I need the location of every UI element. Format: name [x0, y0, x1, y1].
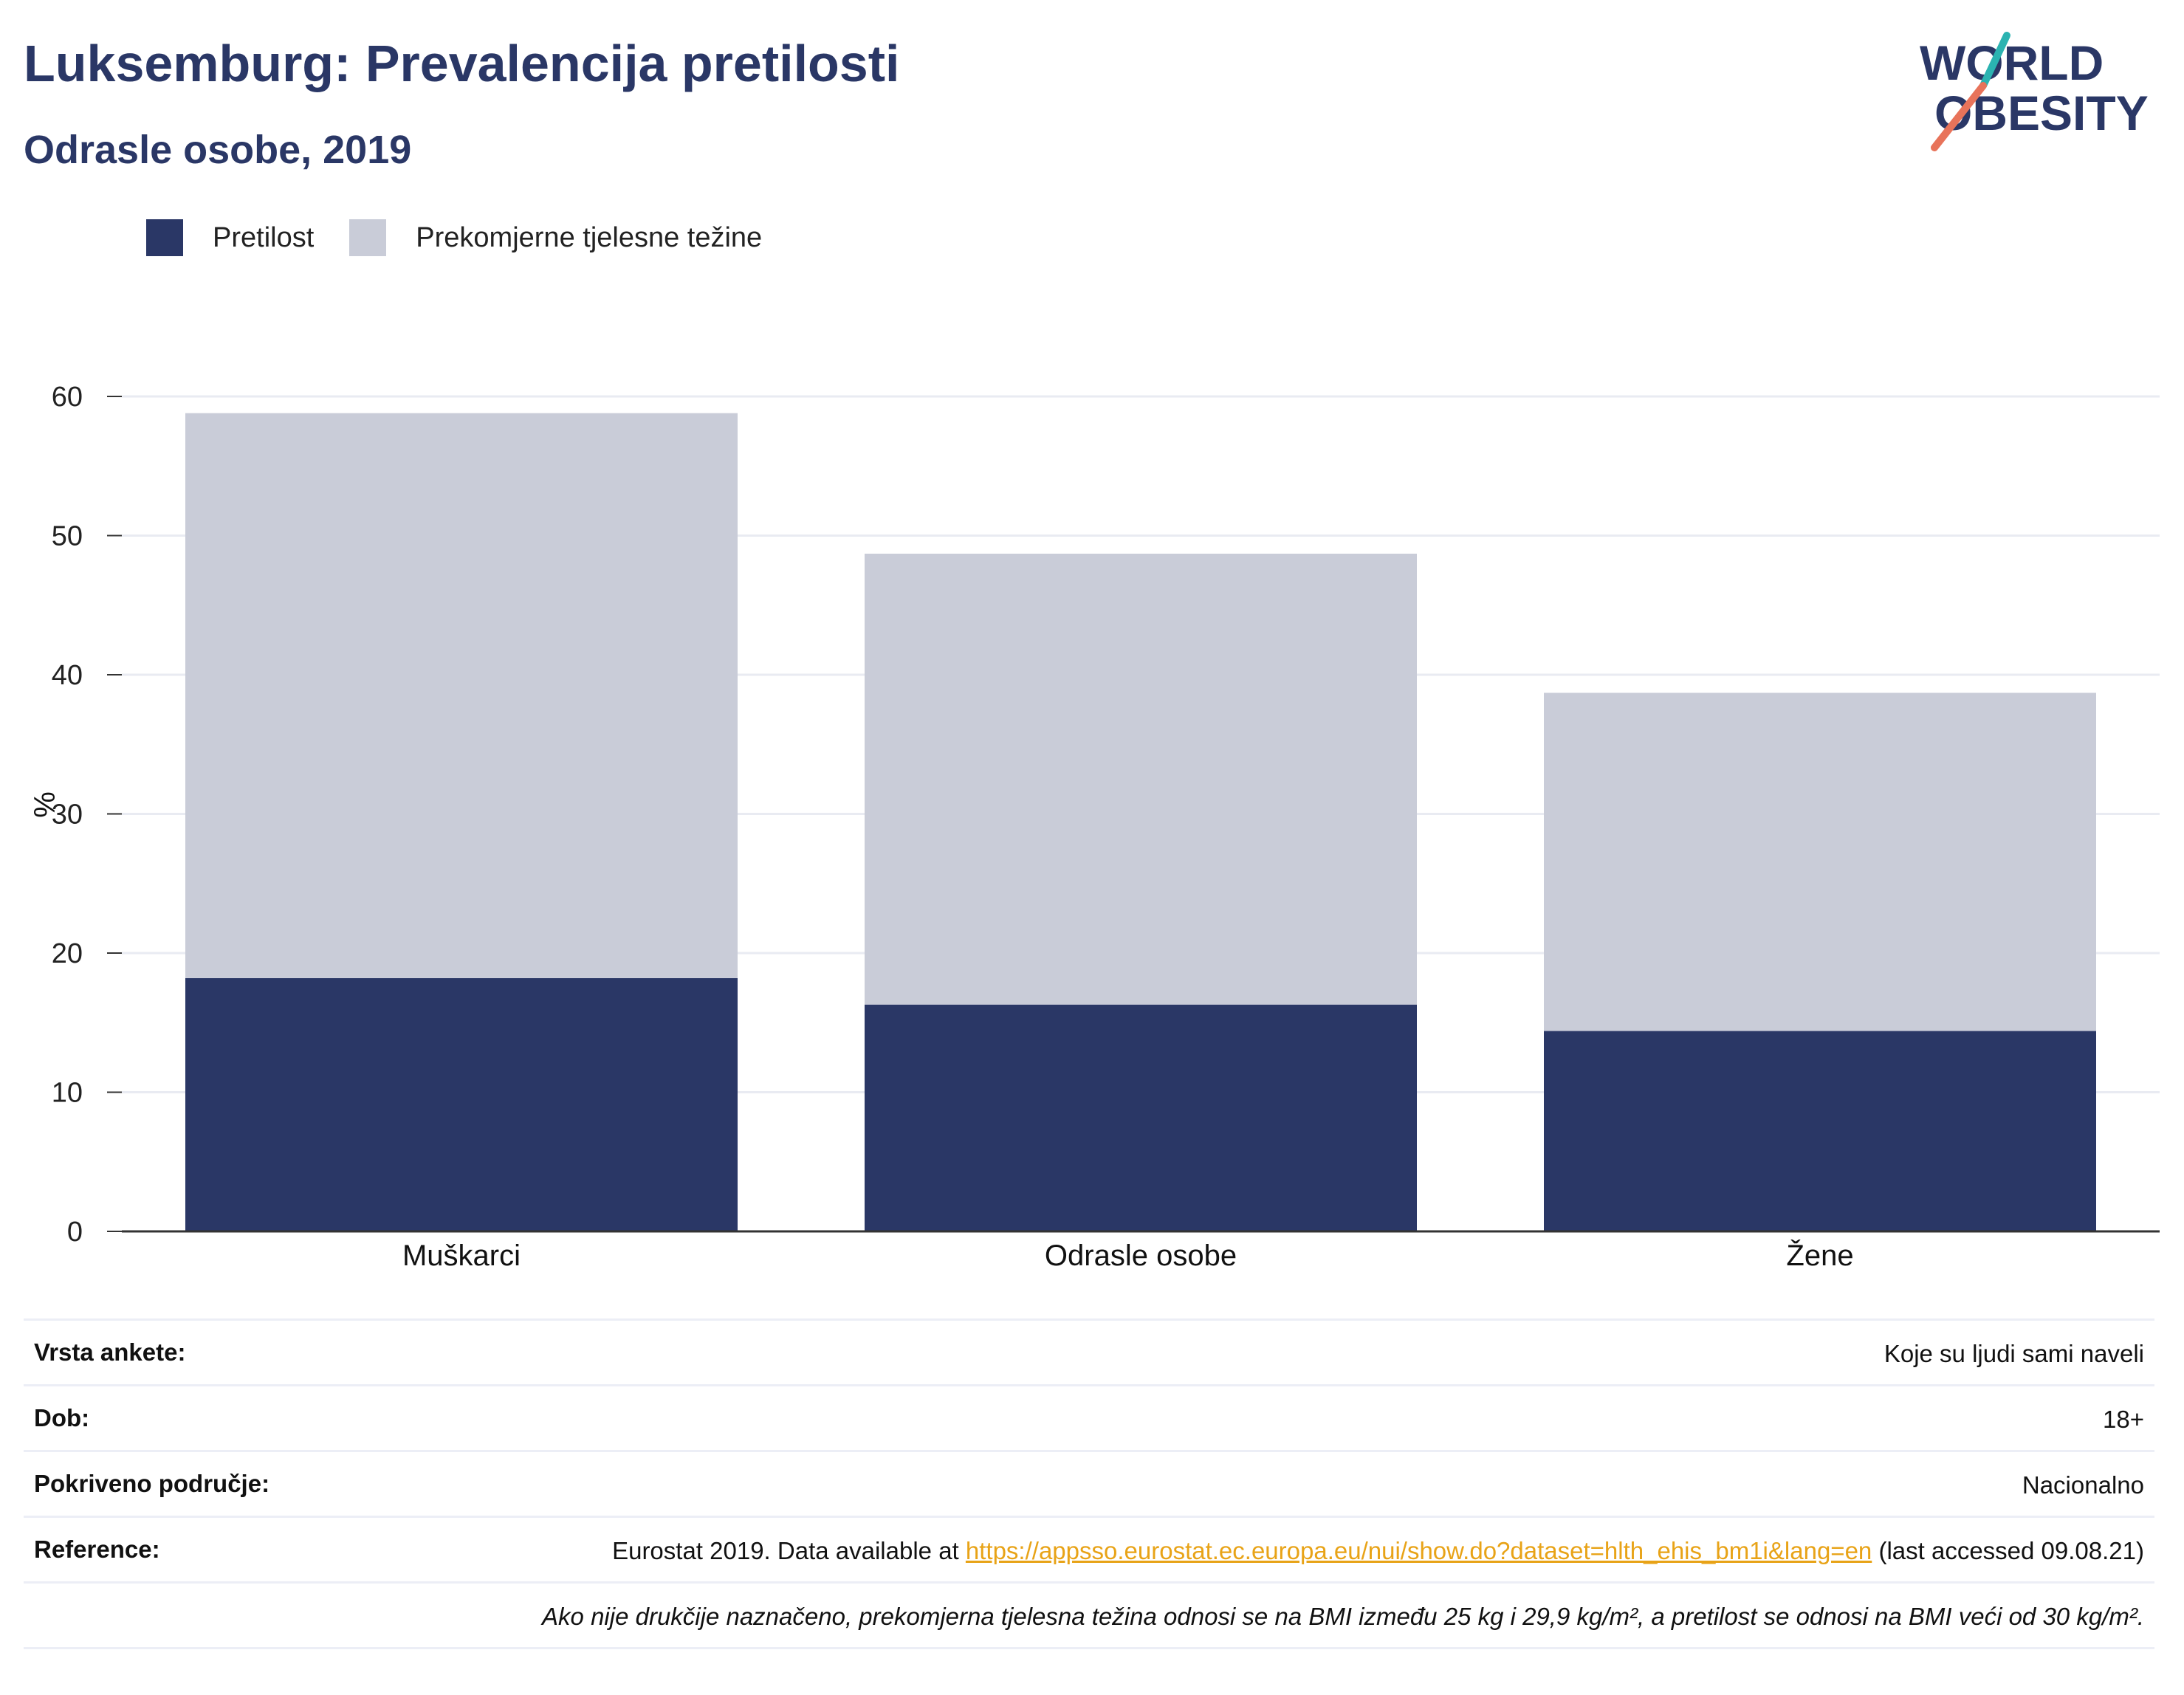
- reference-suffix: (last accessed 09.08.21): [1872, 1537, 2144, 1564]
- info-row-reference: Reference: Eurostat 2019. Data available…: [24, 1516, 2154, 1581]
- info-row-survey: Vrsta ankete: Koje su ljudi sami naveli: [24, 1318, 2154, 1384]
- bar-chart: 0 10 20 30 40 50 60 Muškarci Odrasle osobe Žene: [52, 382, 2160, 1272]
- y-tick-label: 20: [52, 938, 83, 969]
- y-tick-label: 50: [52, 521, 83, 552]
- y-tick-label: 60: [52, 382, 83, 413]
- legend-label-overweight: Prekomjerne tjelesne težine: [416, 221, 763, 253]
- bar-obesity[interactable]: [1544, 1031, 2096, 1231]
- legend-swatch-obesity: [146, 219, 183, 256]
- legend-label-obesity: Pretilost: [213, 221, 315, 253]
- logo-line-2: OBESITY: [1934, 86, 2149, 140]
- bar-overweight[interactable]: [185, 413, 738, 978]
- legend-swatch-overweight: [349, 219, 387, 256]
- bar-overweight[interactable]: [865, 554, 1417, 1005]
- coverage-value: Nacionalno: [2022, 1471, 2144, 1499]
- bar-obesity[interactable]: [185, 977, 738, 1231]
- x-tick-label: Žene: [1786, 1239, 1853, 1272]
- info-row-age: Dob: 18+: [24, 1384, 2154, 1450]
- y-tick-label: 0: [67, 1217, 83, 1248]
- info-row-note: Ako nije drukčije naznačeno, prekomjerna…: [24, 1581, 2154, 1649]
- bar-overweight[interactable]: [1544, 692, 2096, 1031]
- y-tick-label: 30: [52, 800, 83, 831]
- bar-obesity[interactable]: [865, 1004, 1417, 1231]
- coverage-label: Pokriveno područje:: [34, 1470, 270, 1497]
- chart-legend: Pretilost Prekomjerne tjelesne težine: [146, 219, 797, 257]
- reference-label: Reference:: [34, 1536, 160, 1563]
- definition-note: Ako nije drukčije naznačeno, prekomjerna…: [542, 1603, 2144, 1630]
- y-tick-label: 40: [52, 660, 83, 691]
- survey-type-value: Koje su ljudi sami naveli: [1883, 1340, 2144, 1367]
- x-tick-label: Muškarci: [402, 1240, 521, 1272]
- age-label: Dob:: [34, 1404, 90, 1431]
- reference-prefix: Eurostat 2019. Data available at: [612, 1537, 966, 1564]
- legend-item-overweight[interactable]: Prekomjerne tjelesne težine: [349, 219, 762, 256]
- logo-line-1: WORLD: [1920, 35, 2104, 90]
- info-row-coverage: Pokriveno područje: Nacionalno: [24, 1450, 2154, 1516]
- age-value: 18+: [2103, 1406, 2144, 1433]
- world-obesity-logo: WORLD OBESITY: [1920, 32, 2149, 151]
- logo-slash-coral: [1931, 82, 1987, 151]
- chart-title: Luksemburg: Prevalencija pretilosti: [24, 35, 900, 92]
- legend-item-obesity[interactable]: Pretilost: [146, 219, 314, 256]
- survey-type-label: Vrsta ankete:: [34, 1338, 186, 1366]
- logo-slash-teal: [1979, 32, 2010, 89]
- x-tick-label: Odrasle osobe: [1045, 1240, 1237, 1272]
- reference-link[interactable]: https://appsso.eurostat.ec.europa.eu/nui…: [965, 1537, 1872, 1564]
- y-tick-label: 10: [52, 1078, 83, 1109]
- reference-value: Eurostat 2019. Data available at https:/…: [612, 1536, 2144, 1567]
- info-table: Vrsta ankete: Koje su ljudi sami naveli …: [24, 1318, 2154, 1649]
- chart-subtitle: Odrasle osobe, 2019: [24, 128, 412, 172]
